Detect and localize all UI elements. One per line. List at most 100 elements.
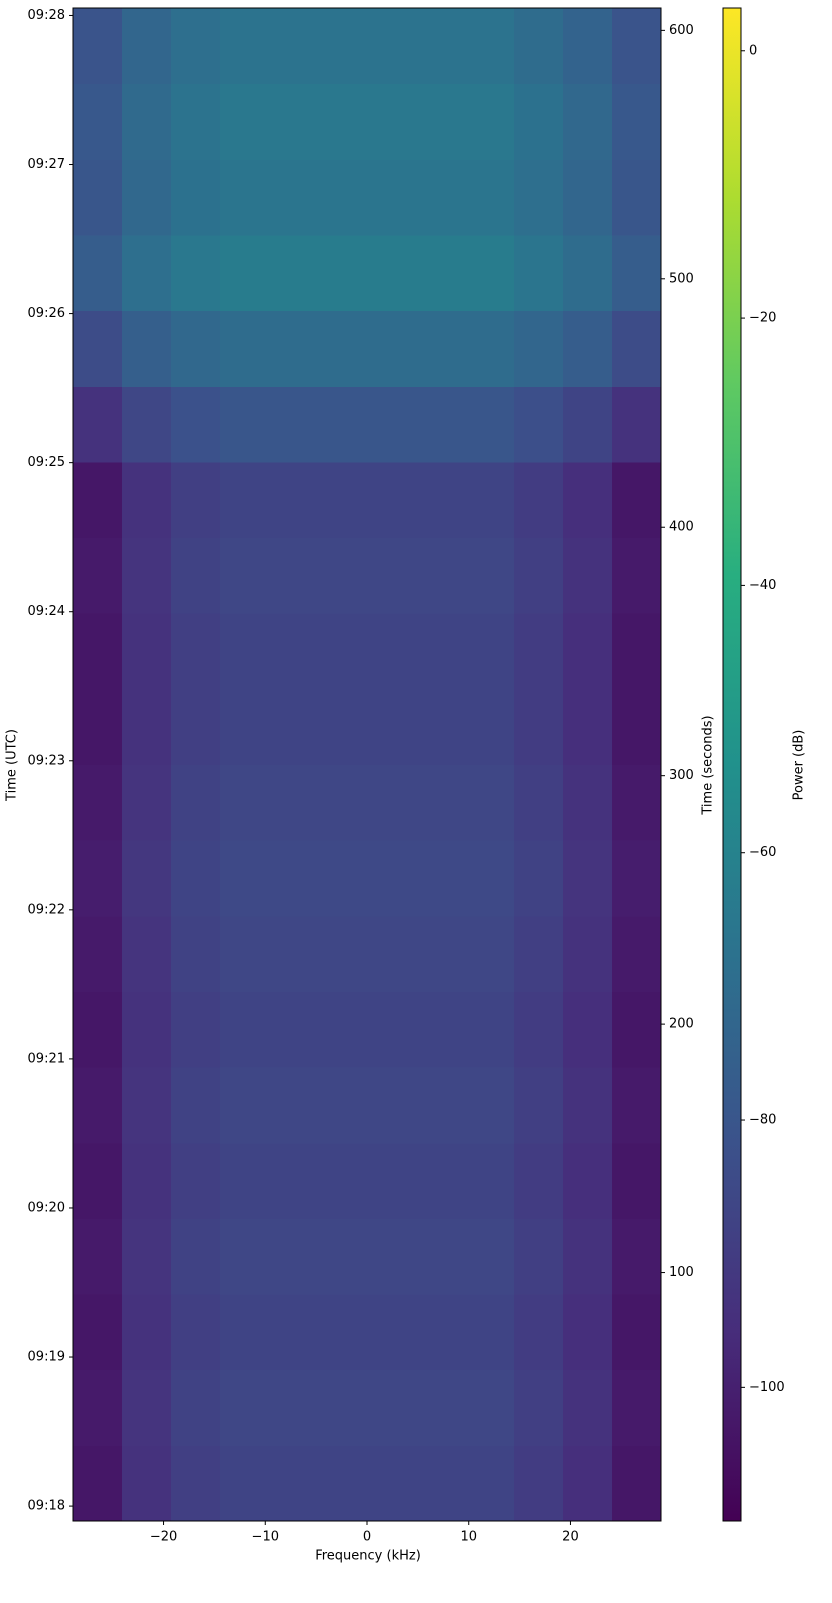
- heatmap-cell: [269, 840, 319, 917]
- heatmap-cell: [416, 1142, 466, 1219]
- heatmap-cell: [73, 613, 123, 690]
- y2-tick-label: 300: [669, 768, 694, 783]
- heatmap-cell: [563, 764, 613, 841]
- heatmap-cell: [220, 1218, 270, 1295]
- heatmap-cell: [563, 840, 613, 917]
- heatmap-cell: [514, 991, 564, 1068]
- heatmap-cell: [171, 83, 221, 160]
- heatmap-cell: [514, 83, 564, 160]
- heatmap-cell: [122, 1067, 172, 1144]
- heatmap-cell: [612, 840, 662, 917]
- heatmap-cell: [563, 1142, 613, 1219]
- heatmap-cell: [612, 386, 662, 463]
- heatmap-cell: [465, 234, 515, 312]
- x-tick-label: −20: [150, 1530, 177, 1545]
- heatmap-cell: [73, 1067, 123, 1144]
- heatmap-cell: [269, 1369, 319, 1446]
- heatmap-cell: [318, 613, 368, 690]
- heatmap-cell: [73, 991, 123, 1068]
- heatmap-cell: [269, 688, 319, 765]
- heatmap-cell: [269, 1218, 319, 1295]
- heatmap-cell: [220, 461, 270, 539]
- heatmap-cell: [367, 1067, 417, 1144]
- heatmap-cell: [465, 688, 515, 765]
- heatmap-cell: [220, 537, 270, 614]
- heatmap-cell: [612, 537, 662, 614]
- heatmap-cell: [612, 1067, 662, 1144]
- heatmap-cell: [465, 1142, 515, 1219]
- y-tick-label: 09:18: [28, 1499, 65, 1514]
- heatmap-cell: [171, 764, 221, 841]
- y-tick-label: 09:23: [28, 753, 65, 768]
- heatmap-cell: [171, 537, 221, 614]
- heatmap-cell: [612, 159, 662, 236]
- heatmap-cell: [220, 386, 270, 463]
- heatmap-cell: [563, 83, 613, 160]
- heatmap-cell: [465, 840, 515, 917]
- heatmap-cell: [122, 234, 172, 312]
- heatmap-cell: [416, 83, 466, 160]
- heatmap-cell: [318, 537, 368, 614]
- heatmap-cell: [171, 991, 221, 1068]
- heatmap-cell: [563, 234, 613, 312]
- y-tick-label: 09:28: [28, 8, 65, 23]
- heatmap-cell: [122, 688, 172, 765]
- heatmap-cell: [171, 1369, 221, 1446]
- heatmap-cell: [122, 991, 172, 1068]
- heatmap-cell: [465, 915, 515, 992]
- heatmap-cell: [416, 991, 466, 1068]
- heatmap-cell: [122, 1445, 172, 1522]
- heatmap-cell: [416, 1067, 466, 1144]
- heatmap-cell: [171, 1294, 221, 1371]
- colorbar-tick-label: 0: [749, 43, 757, 58]
- heatmap-cell: [171, 310, 221, 387]
- x-tick-label: −10: [252, 1530, 279, 1545]
- heatmap-cell: [122, 613, 172, 690]
- heatmap-cell: [563, 1369, 613, 1446]
- heatmap-cell: [416, 310, 466, 387]
- heatmap-cell: [269, 915, 319, 992]
- heatmap-cell: [563, 386, 613, 463]
- heatmap-cell: [318, 8, 368, 85]
- heatmap-cell: [73, 1445, 123, 1522]
- heatmap-cell: [220, 915, 270, 992]
- heatmap-cell: [465, 1218, 515, 1295]
- heatmap-cell: [122, 83, 172, 160]
- heatmap-cell: [367, 83, 417, 160]
- heatmap-cell: [73, 386, 123, 463]
- heatmap-cell: [612, 234, 662, 312]
- heatmap-cell: [416, 234, 466, 312]
- heatmap-cell: [122, 8, 172, 85]
- x-tick-label: 10: [460, 1530, 477, 1545]
- heatmap-cell: [514, 234, 564, 312]
- heatmap-cell: [220, 991, 270, 1068]
- heatmap-cell: [220, 1294, 270, 1371]
- y2-tick-label: 400: [669, 520, 694, 535]
- heatmap-cell: [612, 1142, 662, 1219]
- heatmap-cell: [465, 537, 515, 614]
- heatmap-cell: [612, 991, 662, 1068]
- heatmap-cell: [367, 613, 417, 690]
- heatmap-cell: [416, 1294, 466, 1371]
- y-tick-label: 09:21: [28, 1051, 65, 1066]
- heatmap-cell: [269, 613, 319, 690]
- heatmap-cell: [514, 688, 564, 765]
- heatmap-cell: [318, 1067, 368, 1144]
- heatmap-cell: [171, 1445, 221, 1522]
- heatmap-cell: [318, 386, 368, 463]
- heatmap-cell: [73, 537, 123, 614]
- heatmap-cell: [367, 1142, 417, 1219]
- heatmap-cell: [220, 688, 270, 765]
- heatmap-cell: [416, 8, 466, 85]
- heatmap-cell: [514, 386, 564, 463]
- heatmap-cell: [269, 537, 319, 614]
- x-axis-label: Frequency (kHz): [315, 1549, 421, 1564]
- heatmap-cell: [416, 764, 466, 841]
- heatmap-cell: [563, 537, 613, 614]
- x-tick-label: 20: [562, 1530, 579, 1545]
- y2-tick-label: 200: [669, 1017, 694, 1032]
- heatmap-cell: [73, 83, 123, 160]
- heatmap-cell: [122, 461, 172, 539]
- y-tick-label: 09:20: [28, 1200, 65, 1215]
